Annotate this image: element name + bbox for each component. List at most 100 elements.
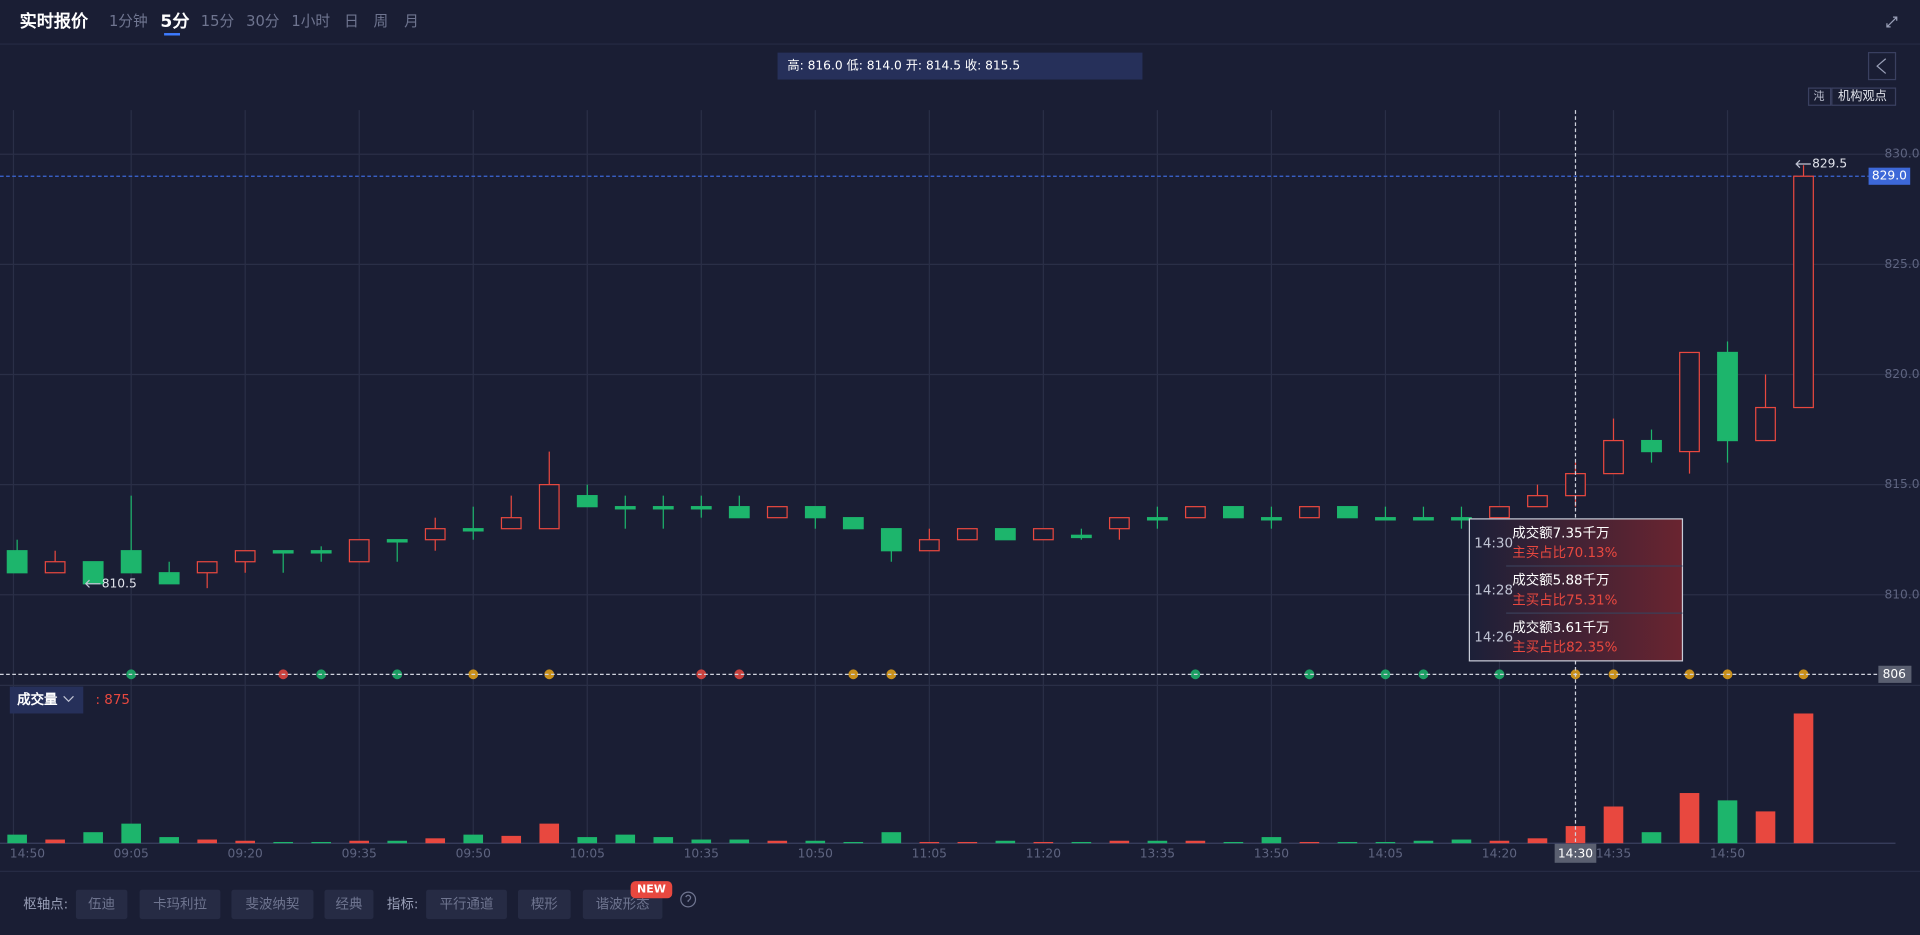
candle-body xyxy=(804,506,826,519)
tooltip-ratio: 主买占比82.35% xyxy=(1512,639,1617,655)
collapse-icon[interactable] xyxy=(1886,16,1898,28)
tab[interactable]: 30分 xyxy=(246,13,280,30)
help-icon[interactable] xyxy=(680,891,697,908)
candle-body xyxy=(1793,175,1814,409)
volume-bar xyxy=(311,841,332,844)
volume-bar xyxy=(387,840,408,844)
volume-bar xyxy=(767,840,788,844)
candle-body xyxy=(956,528,978,541)
candle-body xyxy=(348,539,370,563)
footer-button[interactable] xyxy=(231,889,314,920)
volume-bar xyxy=(1261,837,1282,844)
candle-body xyxy=(310,550,332,554)
tabs: 1分钟 5分 15分 30分 1小时日周月 xyxy=(109,12,419,36)
volume-bar xyxy=(539,823,560,844)
footer-button[interactable] xyxy=(517,889,571,920)
footer-button-label[interactable]: 楔形 xyxy=(531,896,558,912)
tab[interactable]: 周 xyxy=(373,13,388,30)
volume-bar xyxy=(881,832,902,844)
tooltip-box xyxy=(1468,518,1684,662)
volume-selector[interactable] xyxy=(9,686,84,714)
volume-bar xyxy=(843,841,864,844)
candle-body xyxy=(1603,439,1624,475)
volume-bar xyxy=(1413,840,1434,844)
y-tick-label: 815.0 xyxy=(1884,477,1919,491)
volume-bar xyxy=(425,838,446,844)
candle-body xyxy=(158,572,180,585)
tooltip-time: 14:28 xyxy=(1474,583,1513,598)
volume-bar xyxy=(83,832,103,844)
page-title: 实时报价 xyxy=(20,11,89,32)
volume-bar xyxy=(1375,841,1396,844)
y-tick-label: 825.0 xyxy=(1884,257,1919,271)
footer-button-label[interactable]: 平行通道 xyxy=(440,896,494,912)
candle-body xyxy=(842,517,864,530)
volume-bar xyxy=(1299,841,1320,844)
footer-button-label[interactable]: 斐波纳契 xyxy=(246,896,300,912)
volume-bar xyxy=(957,841,978,844)
volume-bar xyxy=(235,840,255,844)
side-toggle-icon xyxy=(1876,58,1887,74)
candle-body xyxy=(462,528,484,532)
candle-body xyxy=(1108,517,1130,530)
tooltip-time: 14:26 xyxy=(1474,631,1513,646)
footer-button-label[interactable]: 经典 xyxy=(336,896,363,912)
volume-bar xyxy=(197,839,217,844)
tab[interactable]: 1小时 xyxy=(291,13,330,30)
tab-underline xyxy=(164,33,180,36)
marker-arrow xyxy=(84,579,101,588)
side-toggle[interactable] xyxy=(1867,52,1897,81)
signal-icon xyxy=(1684,669,1695,680)
candle-body xyxy=(1641,439,1662,453)
footer-button-label[interactable]: 卡玛利拉 xyxy=(153,896,207,912)
candle-body xyxy=(1261,517,1282,521)
candle-body xyxy=(196,561,218,574)
candle-body xyxy=(994,528,1016,541)
indicator-label: 指标: xyxy=(387,896,418,912)
candle-body xyxy=(424,528,446,541)
crosshair-time-box xyxy=(1554,843,1597,863)
tab[interactable]: 15分 xyxy=(201,13,235,30)
volume-bar xyxy=(45,839,65,844)
help-mark xyxy=(685,894,692,902)
x-tick-label: 11:05 xyxy=(912,847,947,861)
volume-bar xyxy=(1337,841,1358,844)
volume-bar xyxy=(1147,840,1168,844)
volume-label[interactable]: 成交量 xyxy=(17,691,58,708)
candle-body xyxy=(1527,495,1548,508)
candle-body xyxy=(1222,506,1244,519)
signal-icon xyxy=(1494,669,1505,680)
candle-body xyxy=(1299,506,1320,519)
candle-body xyxy=(918,539,940,552)
footer-button-label[interactable]: 谐波形态 xyxy=(596,896,650,912)
footer-button[interactable] xyxy=(324,889,374,920)
tab[interactable]: 日 xyxy=(344,13,359,30)
plot: 810.0 815.0 820.0 825.0 830.0 14:50 09:05 09:20… xyxy=(0,110,1920,863)
tab[interactable]: 5分 xyxy=(160,12,189,32)
marker-arrow xyxy=(1795,159,1811,169)
tooltip-amount: 成交额5.88千万 xyxy=(1512,572,1609,589)
opinion-label[interactable]: 机构观点 xyxy=(1838,88,1887,103)
x-tick-label: 14:35 xyxy=(1596,847,1631,861)
x-tick-label: 09:05 xyxy=(114,847,149,861)
marker-label: 829.5 xyxy=(1812,156,1847,170)
footer-button[interactable] xyxy=(139,889,221,920)
footer-button[interactable] xyxy=(75,889,128,920)
y-tick-label: 830.0 xyxy=(1884,147,1919,161)
x-tick-label: 13:50 xyxy=(1254,847,1289,861)
tab[interactable]: 月 xyxy=(404,13,419,30)
candle-body xyxy=(82,561,104,585)
y-tick-label: 810.0 xyxy=(1884,587,1919,601)
volume-bar xyxy=(1223,841,1244,844)
candle-body xyxy=(1070,534,1092,539)
tab[interactable]: 1分钟 xyxy=(109,13,148,30)
signal-icon xyxy=(1304,669,1315,680)
footer-button[interactable] xyxy=(426,889,507,920)
last-price-label: 829.0 xyxy=(1872,169,1907,183)
opinion-box[interactable] xyxy=(1831,87,1897,106)
footer-button-label[interactable]: 伍迪 xyxy=(88,896,115,912)
volume-bar xyxy=(1793,713,1814,844)
